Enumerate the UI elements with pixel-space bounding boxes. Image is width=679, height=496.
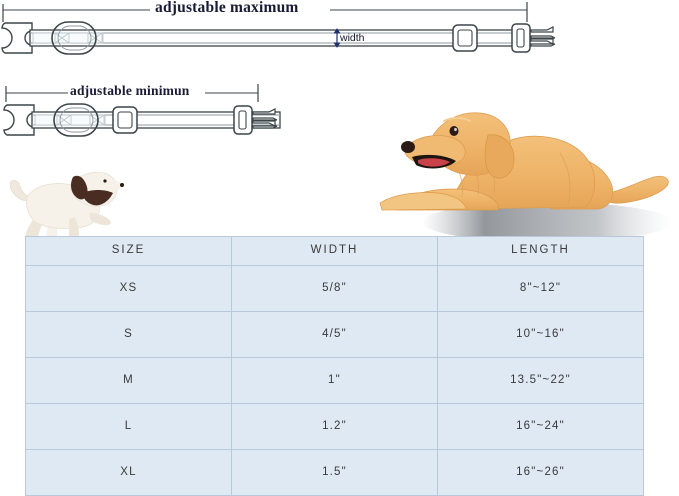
collar-minimum [3,103,281,137]
slider-buckle-min [112,106,138,134]
width-arrow [333,28,341,48]
size-chart-table: SIZE WIDTH LENGTH XS 5/8" 8"~12" [25,236,644,496]
slider-buckle-max [452,24,478,52]
cell-length: 8"~12" [437,265,644,312]
release-buckle-max [511,23,556,53]
cell-width: 1" [231,357,438,404]
release-buckle-min [233,105,278,135]
cell-length: 13.5"~22" [437,357,644,404]
table-row: XS 5/8" 8"~12" [25,265,644,312]
max-dimension-line [2,2,528,22]
cell-width: 1.5" [231,449,438,496]
table-header-row: SIZE WIDTH LENGTH [25,236,644,266]
table-row: M 1" 13.5"~22" [25,357,644,404]
adjustable-minimum-label: adjustable minimun [70,83,190,98]
cell-size: XS [25,265,232,312]
cell-size: L [25,403,232,450]
cell-length: 16"~24" [437,403,644,450]
cell-width: 4/5" [231,311,438,358]
running-dog-icon [9,171,124,244]
header-width: WIDTH [231,236,438,266]
golden-retriever-icon [379,112,672,242]
width-label: width [340,32,365,44]
cell-length: 16"~26" [437,449,644,496]
cell-width: 1.2" [231,403,438,450]
table-row: S 4/5" 10"~16" [25,311,644,358]
table-row: L 1.2" 16"~24" [25,403,644,450]
cell-size: M [25,357,232,404]
header-size: SIZE [25,236,232,266]
table-row: XL 1.5" 16"~26" [25,449,644,496]
cell-width: 5/8" [231,265,438,312]
collar-diagram [1,2,556,137]
d-ring [51,21,97,55]
header-length: LENGTH [437,236,644,266]
cell-length: 10"~16" [437,311,644,358]
collar-maximum [1,21,556,55]
cell-size: XL [25,449,232,496]
d-ring-min [53,103,99,137]
min-dimension-line [5,84,259,102]
cell-size: S [25,311,232,358]
adjustable-maximum-label: adjustable maximum [155,0,299,16]
